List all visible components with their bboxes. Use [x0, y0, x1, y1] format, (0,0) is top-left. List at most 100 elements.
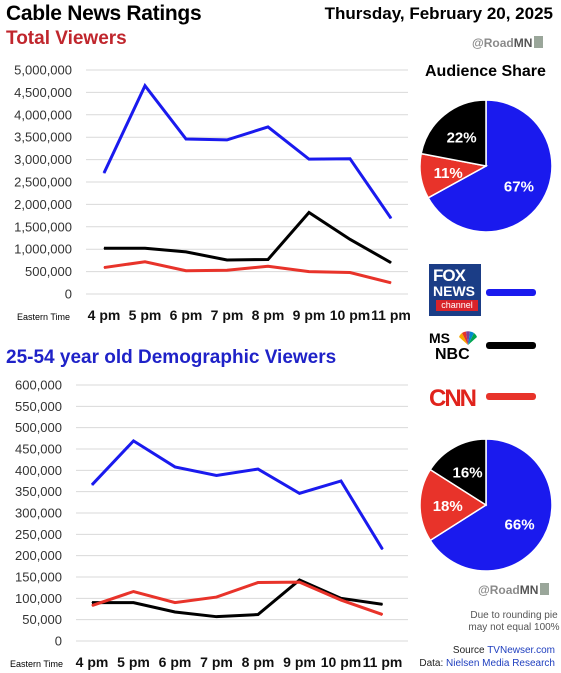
data-source-link[interactable]: Nielsen Media Research	[446, 658, 555, 669]
x-axis-label-top: Eastern Time	[17, 312, 71, 322]
data-point	[133, 440, 134, 442]
data-point	[103, 172, 105, 174]
cnn-logo: CNN	[429, 385, 477, 413]
y-tick-label: 5,000,000	[14, 63, 72, 78]
series-line-fox-news	[90, 438, 384, 551]
handle-top: @RoadMN	[472, 36, 544, 50]
data-point	[267, 259, 269, 261]
x-tick-label: 5 pm	[129, 307, 162, 323]
x-axis-label-bottom: Eastern Time	[10, 659, 64, 669]
data-point	[185, 270, 187, 272]
y-tick-label: 250,000	[15, 527, 62, 542]
data-point	[216, 474, 217, 476]
data-point	[91, 484, 93, 486]
x-tick-label: 6 pm	[159, 654, 192, 670]
x-tick-label: 6 pm	[170, 307, 203, 323]
y-tick-label: 0	[65, 287, 72, 302]
fox-logo-text-fox: FOX	[433, 266, 466, 285]
x-tick-label: 9 pm	[293, 307, 326, 323]
msnbc-logo-ms: MS	[429, 330, 450, 346]
y-tick-label: 300,000	[15, 506, 62, 521]
data-point	[144, 85, 146, 87]
x-tick-label: 10 pm	[321, 654, 361, 670]
source-link[interactable]: TVNewser.com	[487, 645, 555, 656]
pie-slice-label: 11%	[434, 165, 463, 182]
cnn-logo-text: CNN	[429, 385, 477, 412]
audience-share-title: Audience Share	[425, 63, 546, 80]
data-point	[91, 602, 93, 604]
demo-viewers-chart: 600,000 550,000 500,000 450,000 400,000 350,0…	[15, 378, 408, 670]
audience-share-pie-demo: 66% 18% 16%	[419, 438, 553, 572]
minnesota-icon	[540, 583, 550, 595]
y-tick-label: 600,000	[15, 378, 62, 393]
legend-line-fox	[486, 289, 536, 296]
data-point	[185, 138, 187, 140]
data-point	[226, 139, 228, 141]
y-tick-label: 3,500,000	[14, 130, 72, 145]
x-tick-label: 11 pm	[363, 654, 403, 670]
y-tick-label: 2,000,000	[14, 197, 72, 212]
data-point	[349, 158, 351, 160]
fox-logo-text-channel: channel	[436, 300, 478, 311]
pie-slice-msnbc	[429, 438, 487, 507]
data-point	[257, 468, 259, 470]
total-viewers-title: Total Viewers	[6, 28, 127, 49]
data-point	[267, 126, 269, 128]
pie-slice-msnbc	[420, 99, 487, 167]
data-point	[174, 602, 176, 604]
rounding-note: Due to rounding pie may not equal 100%	[468, 610, 560, 633]
y-tick-label: 4,000,000	[14, 107, 72, 122]
data-point	[257, 614, 259, 616]
data-point	[185, 251, 187, 253]
y-tick-label: 200,000	[15, 548, 62, 563]
x-tick-label: 4 pm	[88, 307, 121, 323]
x-tick-label: 5 pm	[117, 654, 150, 670]
x-tick-label: 10 pm	[330, 307, 370, 323]
data-point	[91, 605, 93, 607]
pie-slice-label: 18%	[433, 498, 463, 515]
pie-slice-label: 67%	[504, 178, 534, 195]
data-point	[299, 581, 300, 583]
y-tick-label: 100,000	[15, 591, 62, 606]
x-tick-label: 4 pm	[76, 654, 109, 670]
y-tick-label: 450,000	[15, 442, 62, 457]
y-tick-label: 400,000	[15, 463, 62, 478]
y-tick-label: 150,000	[15, 570, 62, 585]
data-point	[382, 548, 383, 550]
data-point	[349, 238, 351, 240]
data-point	[103, 267, 105, 269]
fox-logo-text-news: NEWS	[433, 283, 475, 299]
data-point	[308, 158, 310, 160]
data-point	[308, 271, 310, 273]
y-tick-label: 350,000	[15, 484, 62, 499]
pie-slice-label: 22%	[447, 130, 477, 147]
y-tick-label: 0	[55, 634, 62, 649]
y-tick-label: 500,000	[25, 264, 72, 279]
y-tick-label: 50,000	[22, 612, 62, 627]
y-tick-label: 1,000,000	[14, 242, 72, 257]
y-tick-label: 550,000	[15, 399, 62, 414]
fox-news-logo: FOX NEWS channel	[429, 264, 481, 316]
audience-share-pie-total: 67% 11% 22%	[419, 99, 553, 233]
data-point	[299, 579, 300, 581]
data-point	[382, 603, 383, 605]
y-tick-label: 2,500,000	[14, 175, 72, 190]
series-line-cnn	[91, 580, 383, 616]
data-point	[133, 602, 134, 604]
data-point	[340, 480, 342, 482]
x-tick-label: 8 pm	[252, 307, 285, 323]
x-tick-label: 9 pm	[283, 654, 316, 670]
data-point	[103, 247, 105, 249]
pie-slice-label: 66%	[505, 516, 535, 533]
data-point	[226, 269, 228, 271]
x-tick-label: 7 pm	[211, 307, 244, 323]
data-point	[267, 265, 269, 267]
peacock-icon	[459, 331, 477, 345]
report-date: Thursday, February 20, 2025	[324, 4, 553, 23]
data-point	[390, 282, 392, 284]
series-line-msnbc	[104, 210, 392, 264]
legend-line-cnn	[486, 393, 536, 400]
y-tick-label: 4,500,000	[14, 85, 72, 100]
data-point	[390, 262, 392, 264]
y-tick-label: 1,500,000	[14, 219, 72, 234]
